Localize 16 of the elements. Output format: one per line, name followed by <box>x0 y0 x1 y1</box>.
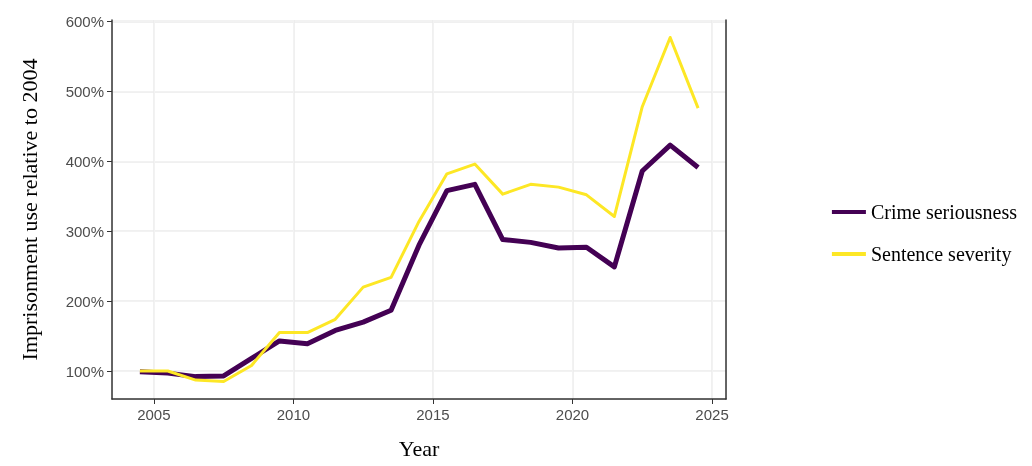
y-tick-label: 200% <box>65 292 104 310</box>
legend-label: Sentence severity <box>870 243 1012 266</box>
y-tick-label: 100% <box>65 362 104 380</box>
legend-label: Crime seriousness <box>870 201 1018 223</box>
y-tick-label: 300% <box>65 222 104 240</box>
x-tick-label: 2020 <box>555 406 590 423</box>
x-axis-title: Year <box>398 435 440 461</box>
x-tick-label: 2015 <box>416 406 450 423</box>
y-axis-title: Imprisonment use relative to 2004 <box>16 58 42 361</box>
x-tick-label: 2025 <box>695 406 729 423</box>
y-tick-label: 600% <box>65 12 104 30</box>
y-tick-label: 500% <box>65 82 104 100</box>
line-series <box>138 35 700 384</box>
x-tick-label: 2005 <box>137 406 171 423</box>
y-tick-label: 400% <box>65 152 104 170</box>
x-tick-label: 2010 <box>276 406 311 423</box>
